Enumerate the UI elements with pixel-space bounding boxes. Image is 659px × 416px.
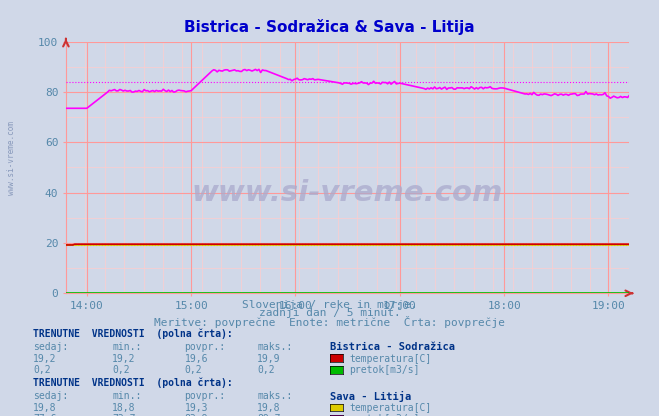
Text: min.:: min.: [112, 342, 142, 352]
Text: 0,2: 0,2 [33, 365, 51, 375]
Text: 0,2: 0,2 [112, 365, 130, 375]
Text: 19,8: 19,8 [33, 403, 57, 413]
Text: 89,7: 89,7 [257, 414, 281, 416]
Text: sedaj:: sedaj: [33, 342, 68, 352]
Text: 72,7: 72,7 [112, 414, 136, 416]
Text: temperatura[C]: temperatura[C] [349, 403, 432, 413]
Text: Meritve: povprečne  Enote: metrične  Črta: povprečje: Meritve: povprečne Enote: metrične Črta:… [154, 317, 505, 328]
Text: Bistrica - Sodražica & Sava - Litija: Bistrica - Sodražica & Sava - Litija [184, 19, 475, 35]
Text: 83,9: 83,9 [185, 414, 208, 416]
Text: min.:: min.: [112, 391, 142, 401]
Text: 19,2: 19,2 [33, 354, 57, 364]
Text: 0,2: 0,2 [257, 365, 275, 375]
Text: povpr.:: povpr.: [185, 342, 225, 352]
Text: maks.:: maks.: [257, 391, 292, 401]
Text: pretok[m3/s]: pretok[m3/s] [349, 365, 420, 375]
Text: TRENUTNE  VREDNOSTI  (polna črta):: TRENUTNE VREDNOSTI (polna črta): [33, 328, 233, 339]
Text: www.si-vreme.com: www.si-vreme.com [7, 121, 16, 195]
Text: Slovenija / reke in morje.: Slovenija / reke in morje. [242, 300, 417, 310]
Text: povpr.:: povpr.: [185, 391, 225, 401]
Text: 77,6: 77,6 [33, 414, 57, 416]
Text: 19,2: 19,2 [112, 354, 136, 364]
Text: 19,8: 19,8 [257, 403, 281, 413]
Text: pretok[m3/s]: pretok[m3/s] [349, 414, 420, 416]
Text: sedaj:: sedaj: [33, 391, 68, 401]
Text: www.si-vreme.com: www.si-vreme.com [192, 178, 503, 207]
Text: 18,8: 18,8 [112, 403, 136, 413]
Text: zadnji dan / 5 minut.: zadnji dan / 5 minut. [258, 308, 401, 318]
Text: 0,2: 0,2 [185, 365, 202, 375]
Text: temperatura[C]: temperatura[C] [349, 354, 432, 364]
Text: 19,9: 19,9 [257, 354, 281, 364]
Text: 19,6: 19,6 [185, 354, 208, 364]
Text: maks.:: maks.: [257, 342, 292, 352]
Text: Sava - Litija: Sava - Litija [330, 391, 411, 401]
Text: 19,3: 19,3 [185, 403, 208, 413]
Text: Bistrica - Sodražica: Bistrica - Sodražica [330, 342, 455, 352]
Text: TRENUTNE  VREDNOSTI  (polna črta):: TRENUTNE VREDNOSTI (polna črta): [33, 377, 233, 388]
